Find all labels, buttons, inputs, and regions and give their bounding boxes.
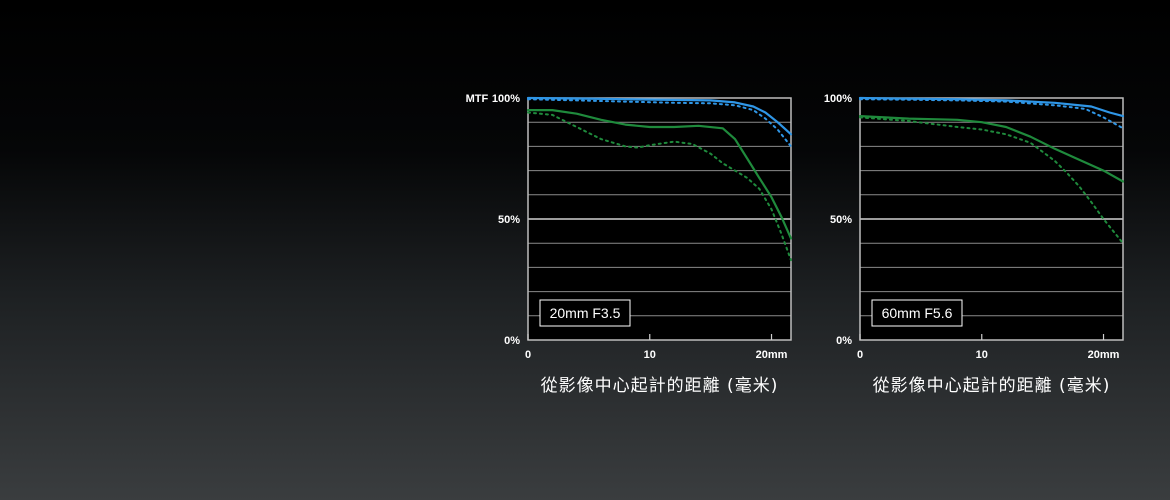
x-axis-caption: 從影像中心起計的距離 (毫米) (873, 376, 1111, 396)
x-axis-caption: 從影像中心起計的距離 (毫米) (541, 376, 779, 396)
y-tick-label: 0% (836, 335, 852, 347)
mtf-series-line-3 (527, 111, 792, 262)
mtf-series-line-2 (858, 115, 1125, 183)
mtf-series-line-3 (859, 116, 1124, 245)
lens-label: 20mm F3.5 (550, 305, 621, 321)
x-tick-label: 0 (857, 349, 863, 361)
plot-frame (859, 97, 1124, 341)
mtf-series-line-2 (526, 109, 793, 240)
mtf-chart-20mm: 100% 50% 0% MTF 0 10 20mm 20mm F3.5 從影像中心起計的距離 (… (466, 93, 793, 396)
y-tick-label: 100% (824, 93, 852, 105)
x-tick-label: 10 (644, 349, 656, 361)
y-tick-label: 50% (830, 214, 852, 226)
mtf-series-line-0 (526, 96, 793, 136)
plot-frame (527, 97, 792, 341)
x-tick-label: 0 (525, 349, 531, 361)
lens-label: 60mm F5.6 (882, 305, 953, 321)
y-axis-title: MTF (466, 93, 489, 105)
mtf-chart-60mm: 100% 50% 0% 0 10 20mm 60mm F5.6 從影像中心起計的距離 (毫米) (824, 93, 1125, 396)
mtf-series-line-1 (859, 98, 1124, 130)
y-tick-label: 50% (498, 214, 520, 226)
mtf-series-line-0 (858, 96, 1125, 118)
lens-label-box (539, 299, 631, 327)
x-tick-label: 20mm (756, 349, 788, 361)
lens-label-box (871, 299, 963, 327)
y-tick-label: 100% (492, 93, 520, 105)
mtf-series-line-1 (527, 98, 792, 148)
x-tick-label: 20mm (1088, 349, 1120, 361)
y-tick-label: 0% (504, 335, 520, 347)
x-tick-label: 10 (976, 349, 988, 361)
